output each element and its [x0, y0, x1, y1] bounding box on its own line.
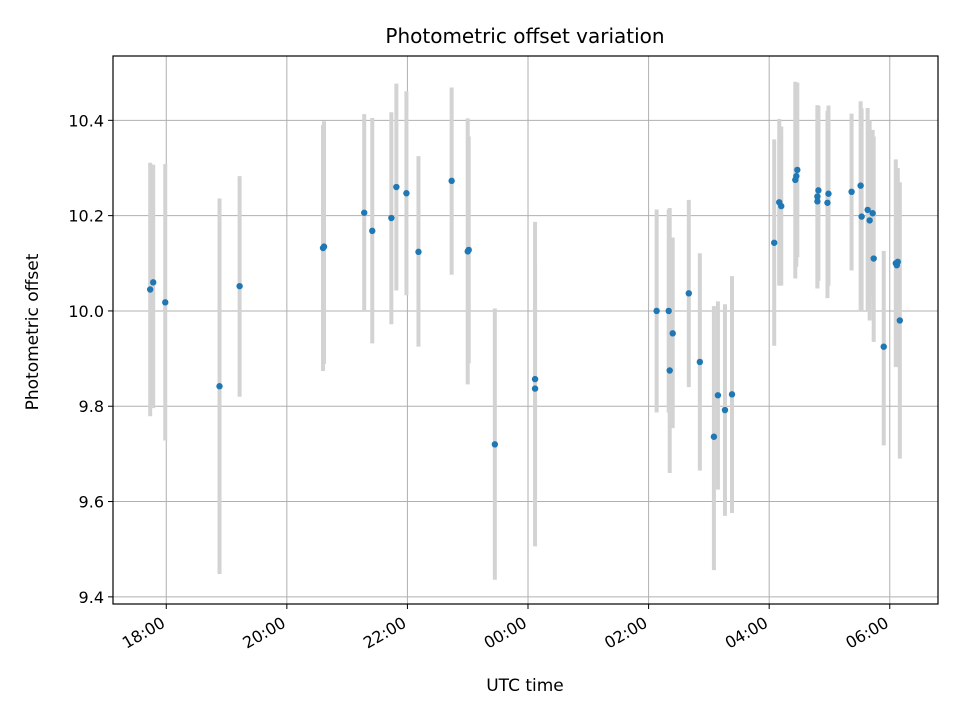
- data-point: [771, 239, 778, 246]
- data-point: [665, 307, 672, 315]
- data-point: [857, 182, 864, 189]
- data-point: [814, 193, 821, 200]
- data-point: [361, 209, 368, 216]
- data-point: [864, 206, 871, 214]
- data-point: [894, 258, 902, 266]
- x-axis-label: UTC time: [486, 676, 564, 696]
- data-points: [146, 166, 904, 448]
- y-tick-label: 10.4: [68, 111, 104, 130]
- data-point: [388, 214, 395, 222]
- y-tick-label: 9.6: [79, 493, 104, 512]
- y-axis-ticks: 9.4 9.6 9.8 10.0 10.2 10.4: [68, 111, 113, 607]
- data-point: [146, 286, 154, 293]
- data-point: [162, 299, 169, 306]
- data-point: [320, 243, 328, 250]
- data-point: [491, 441, 499, 448]
- data-point: [896, 317, 904, 324]
- y-tick-label: 10.2: [68, 207, 104, 226]
- data-point: [858, 213, 865, 220]
- plot-frame: [112, 55, 939, 605]
- data-point: [393, 183, 400, 191]
- data-point: [685, 290, 692, 297]
- data-point: [710, 433, 718, 440]
- data-point: [778, 202, 785, 210]
- data-point: [403, 190, 410, 197]
- data-point: [465, 246, 472, 254]
- data-point: [531, 375, 539, 383]
- data-point: [814, 198, 821, 205]
- data-point: [866, 217, 873, 224]
- data-point: [448, 177, 455, 185]
- data-point: [721, 406, 729, 414]
- y-axis-label: Photometric offset: [23, 253, 43, 410]
- data-point: [848, 188, 855, 196]
- data-point: [793, 172, 800, 180]
- data-point: [369, 227, 376, 235]
- data-point: [236, 282, 243, 290]
- data-point: [728, 391, 736, 398]
- y-tick-label: 9.8: [79, 397, 104, 416]
- chart-title: Photometric offset variation: [385, 24, 664, 48]
- data-point: [696, 358, 704, 366]
- data-point: [824, 199, 831, 206]
- data-point: [825, 190, 832, 197]
- data-point: [149, 279, 157, 286]
- data-point: [880, 343, 887, 350]
- data-point: [666, 367, 673, 374]
- data-point: [531, 385, 539, 392]
- data-point: [714, 392, 722, 399]
- data-point: [669, 330, 676, 337]
- y-tick-label: 10.0: [68, 302, 104, 321]
- data-point: [653, 307, 660, 315]
- data-point: [415, 248, 422, 256]
- data-point: [869, 210, 876, 217]
- data-point: [216, 383, 223, 390]
- data-point: [870, 255, 877, 262]
- y-tick-label: 9.4: [79, 588, 104, 607]
- data-point: [815, 187, 822, 194]
- data-point: [794, 166, 801, 174]
